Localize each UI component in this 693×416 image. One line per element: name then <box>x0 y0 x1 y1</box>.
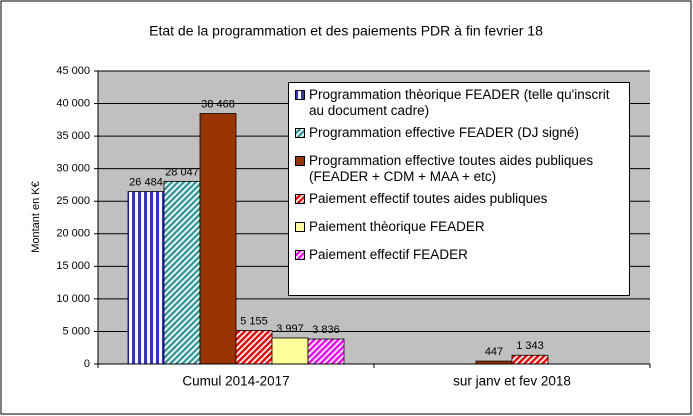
x-tick-label: sur janv et fev 2018 <box>453 374 571 389</box>
bar <box>307 338 345 365</box>
legend-label: Paiement effectif toutes aides publiques <box>309 191 548 206</box>
bar <box>271 337 309 365</box>
bar <box>127 191 165 365</box>
chart-title: Etat de la programmation et des paiement… <box>149 23 543 39</box>
data-label: 28 047 <box>165 166 199 178</box>
y-tick-label: 0 <box>84 358 90 370</box>
data-label: 3 836 <box>312 324 340 336</box>
data-label: 1 343 <box>516 340 544 352</box>
legend-swatch-rect <box>295 90 305 100</box>
bar <box>235 330 273 365</box>
legend-swatch <box>295 194 305 204</box>
legend-label: Programmation effective FEADER (DJ signé… <box>309 125 579 140</box>
data-label: 3 997 <box>276 323 304 335</box>
data-label: 447 <box>485 346 503 358</box>
legend-entry: Programmation thèorique FEADER (telle qu… <box>295 87 625 119</box>
y-tick-label: 30 000 <box>56 163 90 175</box>
legend-swatch-rect <box>295 194 305 204</box>
data-label: 38 468 <box>201 98 235 110</box>
legend-swatch-rect <box>295 128 305 138</box>
y-tick-label: 40 000 <box>56 97 90 109</box>
data-label: 5 155 <box>240 315 268 327</box>
y-tick-label: 10 000 <box>56 293 90 305</box>
legend: Programmation thèorique FEADER (telle qu… <box>288 82 630 296</box>
bar <box>163 180 201 365</box>
legend-swatch <box>295 156 305 166</box>
legend-swatch <box>295 250 305 260</box>
legend-label: Programmation effective toutes aides pub… <box>309 153 594 184</box>
legend-swatch-rect <box>295 222 305 232</box>
legend-label: Paiement effectif FEADER <box>309 247 468 262</box>
legend-label: Programmation thèorique FEADER (telle qu… <box>309 87 610 118</box>
legend-entry: Paiement effectif FEADER <box>295 247 625 269</box>
x-tick-label: Cumul 2014-2017 <box>182 374 289 389</box>
legend-swatch <box>295 128 305 138</box>
legend-entry: Paiement thèorique FEADER <box>295 219 625 241</box>
y-tick-label: 35 000 <box>56 130 90 142</box>
y-axis-label: Montant en K€ <box>30 181 42 253</box>
legend-swatch-rect <box>295 156 305 166</box>
bar <box>199 113 237 365</box>
y-tick-label: 45 000 <box>56 65 90 77</box>
y-tick-label: 25 000 <box>56 195 90 207</box>
legend-swatch <box>295 90 305 100</box>
y-tick-label: 20 000 <box>56 228 90 240</box>
legend-swatch <box>295 222 305 232</box>
legend-swatch-rect <box>295 250 305 260</box>
y-tick-label: 15 000 <box>56 260 90 272</box>
legend-entry: Programmation effective FEADER (DJ signé… <box>295 125 625 147</box>
legend-entry: Paiement effectif toutes aides publiques <box>295 191 625 213</box>
legend-entry: Programmation effective toutes aides pub… <box>295 153 625 185</box>
legend-label: Paiement thèorique FEADER <box>309 219 485 234</box>
bar <box>511 354 549 365</box>
y-tick-label: 5 000 <box>62 325 90 337</box>
data-label: 26 484 <box>129 176 163 188</box>
